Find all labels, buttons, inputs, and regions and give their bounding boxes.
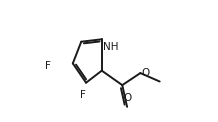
Text: F: F — [45, 61, 51, 71]
Text: O: O — [123, 93, 131, 103]
Text: O: O — [141, 68, 150, 78]
Text: NH: NH — [103, 42, 118, 52]
Text: F: F — [80, 90, 85, 100]
